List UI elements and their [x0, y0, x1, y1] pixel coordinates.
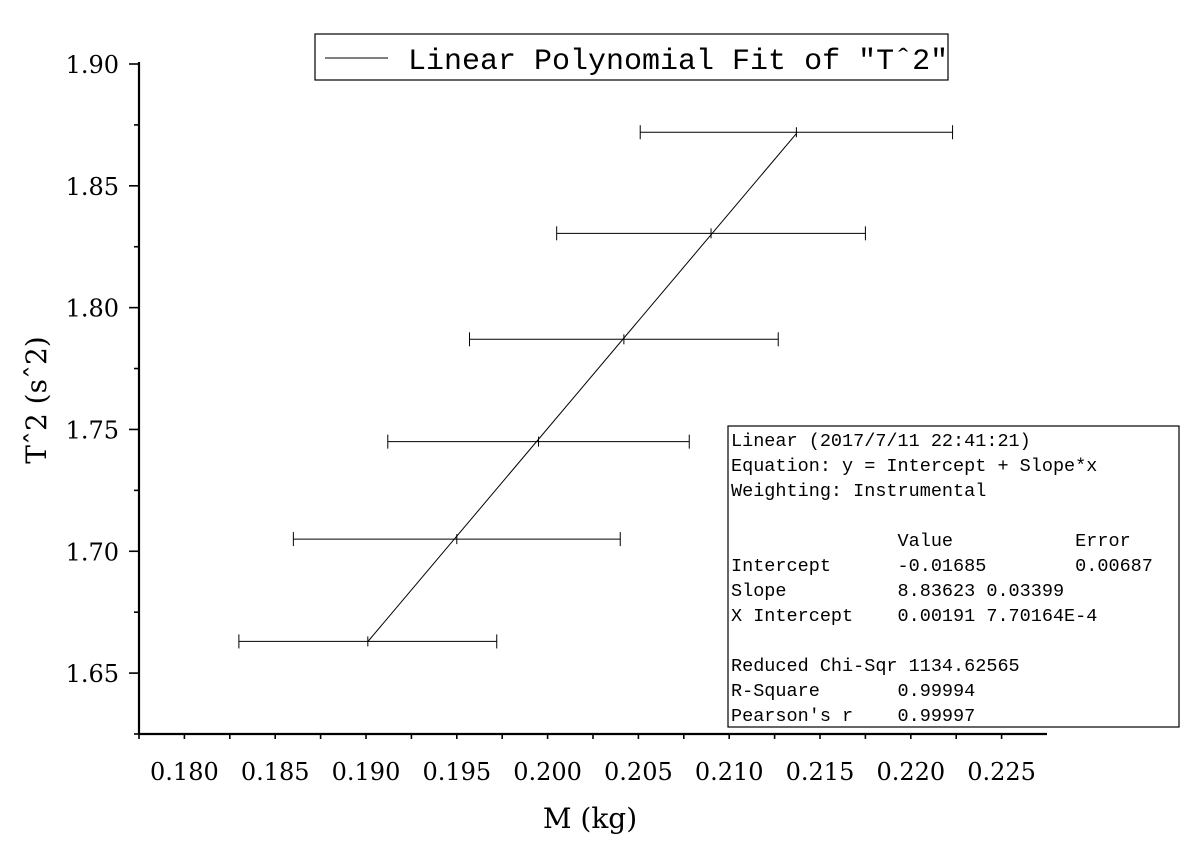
fit-statistics-frame — [727, 425, 1180, 728]
x-tick-label: 0.185 — [241, 758, 310, 786]
fit-line — [367, 133, 797, 642]
axes: 0.180 0.185 0.190 0.195 0.200 0.205 0.210 0.215… — [66, 51, 1047, 786]
fit-statistics-box: Linear (2017/7/11 22:41:21) Equation: y =… — [727, 425, 1180, 728]
fit-statistics-line: Equation: y = Intercept + Slope*x — [731, 456, 1097, 477]
x-tick-label: 0.215 — [786, 758, 855, 786]
fit-statistics-line: X Intercept 0.00191 7.70164E-4 — [731, 606, 1097, 627]
y-tick-label: 1.80 — [66, 295, 119, 323]
x-tick-label: 0.225 — [967, 758, 1036, 786]
x-tick-label: 0.220 — [876, 758, 945, 786]
legend-frame — [314, 33, 949, 81]
x-tick-label: 0.200 — [513, 758, 582, 786]
y-tick-label: 1.70 — [66, 538, 119, 566]
fit-statistics-line: Value Error — [731, 531, 1131, 552]
x-tick-label: 0.180 — [150, 758, 219, 786]
fit-statistics-line: Reduced Chi-Sqr 1134.62565 — [731, 656, 1020, 677]
y-tick-label: 1.85 — [66, 173, 119, 201]
x-tick-label: 0.195 — [422, 758, 491, 786]
fit-statistics-line: Intercept -0.01685 0.00687 — [731, 556, 1153, 577]
y-tick-label: 1.65 — [66, 660, 119, 688]
x-tick-label: 0.205 — [604, 758, 673, 786]
fit-statistics-line: Weighting: Instrumental — [731, 481, 986, 502]
data-marks — [238, 125, 954, 649]
x-tick-label: 0.210 — [695, 758, 764, 786]
fit-statistics-line: Pearson's r 0.99997 — [731, 706, 975, 727]
x-tick-label: 0.190 — [332, 758, 401, 786]
legend: Linear Polynomial Fit of ″Tˆ2″ — [314, 33, 949, 81]
legend-label: Linear Polynomial Fit of ″Tˆ2″ — [408, 45, 948, 79]
fit-statistics-line: Linear (2017/7/11 22:41:21) — [731, 431, 1031, 452]
y-tick-label: 1.90 — [66, 51, 119, 79]
fit-statistics-line: Slope 8.83623 0.03399 — [731, 581, 1064, 602]
x-axis-title: M (kg) — [543, 802, 637, 835]
fit-statistics-lines: Linear (2017/7/11 22:41:21) Equation: y =… — [731, 431, 1153, 727]
y-tick-label: 1.75 — [66, 416, 119, 444]
fit-statistics-line: R-Square 0.99994 — [731, 681, 975, 702]
y-axis-title: Tˆ2 (sˆ2) — [20, 336, 53, 463]
